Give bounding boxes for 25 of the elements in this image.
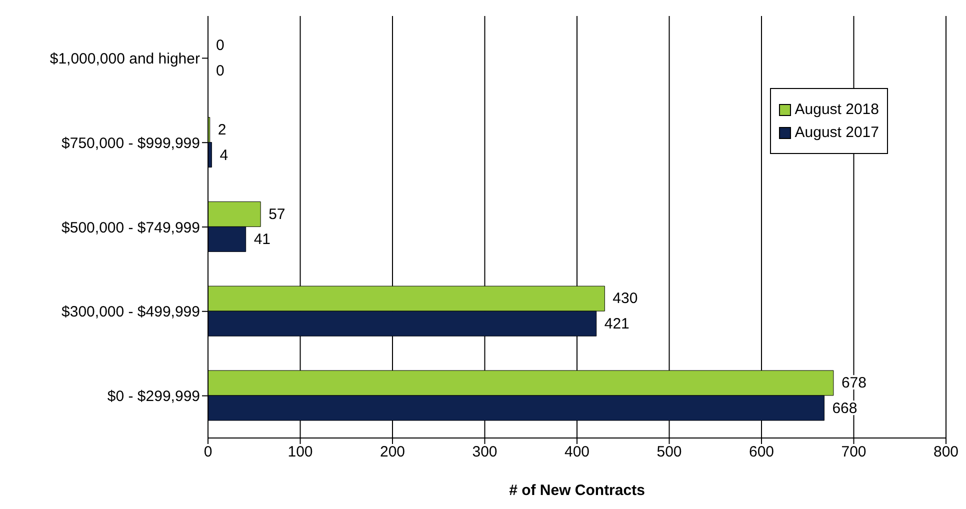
x-tick-label: 200 [380, 444, 406, 461]
data-label: 430 [612, 290, 638, 308]
x-tick-label: 300 [472, 444, 498, 461]
x-tick-label: 0 [204, 444, 212, 461]
legend-label: August 2017 [794, 124, 879, 141]
y-tick-label: $500,000 - $749,999 [62, 219, 200, 236]
x-tick-label: 100 [288, 444, 313, 461]
legend-label: August 2018 [794, 101, 879, 118]
x-tick-label: 400 [564, 444, 590, 461]
data-label: 4 [220, 146, 228, 164]
data-label: 0 [216, 37, 224, 54]
x-tick-label: 600 [748, 444, 774, 461]
y-tick-label: $1,000,000 and higher [50, 50, 200, 68]
x-axis-title: # of New Contracts [509, 482, 645, 499]
y-tick-label: $0 - $299,999 [107, 388, 200, 406]
data-label: 421 [604, 316, 630, 333]
data-label: 2 [218, 121, 226, 138]
y-tick-label: $300,000 - $499,999 [62, 304, 200, 321]
x-tick-label: 500 [656, 444, 682, 461]
data-label: 0 [216, 62, 224, 80]
data-label: 57 [268, 206, 286, 223]
x-tick-label: 700 [841, 444, 866, 461]
data-label: 41 [254, 231, 271, 248]
y-tick-label: $750,000 - $999,999 [62, 134, 200, 152]
x-tick-label: 800 [933, 444, 959, 461]
